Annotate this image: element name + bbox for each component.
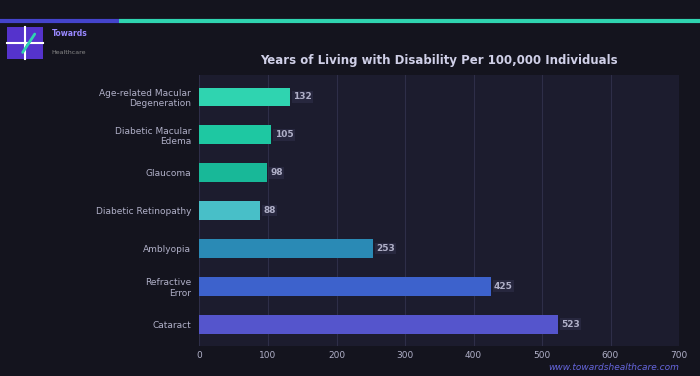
Bar [199, 163, 267, 182]
Bar [199, 277, 491, 296]
Bar [199, 315, 558, 334]
Text: 88: 88 [263, 206, 276, 215]
FancyBboxPatch shape [7, 27, 43, 59]
Text: 132: 132 [293, 92, 312, 102]
Bar [199, 125, 272, 144]
Text: 105: 105 [275, 130, 293, 139]
Bar [199, 88, 290, 106]
Text: 523: 523 [561, 320, 580, 329]
Text: 98: 98 [270, 168, 283, 177]
Text: 425: 425 [494, 282, 513, 291]
Text: Towards: Towards [51, 29, 87, 38]
Bar [199, 201, 260, 220]
FancyArrowPatch shape [22, 34, 35, 52]
Text: 253: 253 [376, 244, 395, 253]
Text: Healthcare: Healthcare [51, 50, 86, 55]
Title: Years of Living with Disability Per 100,000 Individuals: Years of Living with Disability Per 100,… [260, 54, 618, 67]
Bar [199, 239, 373, 258]
Text: www.towardshealthcare.com: www.towardshealthcare.com [548, 363, 679, 372]
